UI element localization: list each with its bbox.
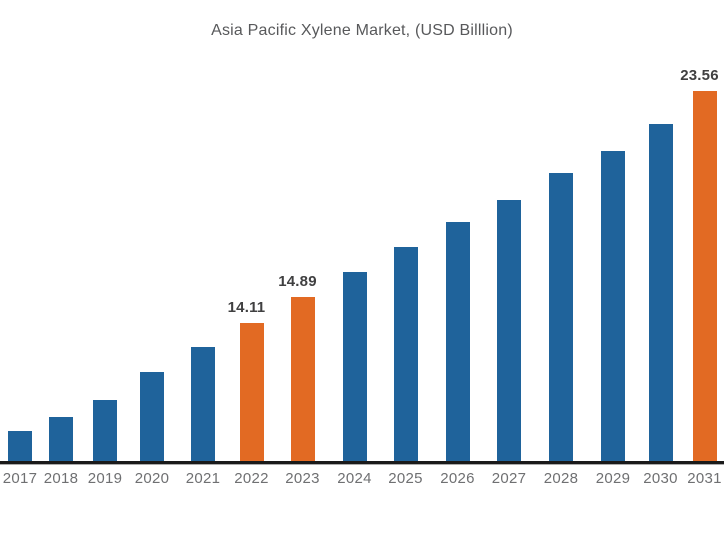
x-tick-2025: 2025 — [388, 470, 423, 487]
x-tick-2024: 2024 — [337, 470, 372, 487]
x-tick-2022: 2022 — [234, 470, 269, 487]
x-tick-2019: 2019 — [87, 470, 123, 487]
x-tick-2020: 2020 — [134, 470, 170, 487]
bar-2027 — [497, 200, 521, 463]
bar-2025 — [393, 247, 418, 463]
bar-2024 — [342, 272, 367, 463]
x-tick-2030: 2030 — [643, 470, 678, 487]
x-tick-2027: 2027 — [491, 470, 527, 487]
bar-2028 — [549, 173, 573, 463]
bar-2017 — [8, 431, 32, 463]
bar-2021 — [191, 347, 215, 463]
x-tick-2018: 2018 — [43, 470, 79, 487]
x-tick-2031: 2031 — [687, 470, 722, 487]
bar-2023 — [290, 297, 315, 463]
bar-2029 — [601, 151, 625, 463]
bar-2026 — [445, 222, 470, 463]
bar-2019 — [93, 400, 117, 463]
x-tick-2021: 2021 — [185, 470, 221, 487]
x-tick-2028: 2028 — [543, 470, 579, 487]
x-tick-2029: 2029 — [595, 470, 631, 487]
data-label-2023: 14.89 — [278, 273, 317, 290]
bar-2031 — [692, 91, 717, 463]
bar-2020 — [140, 372, 164, 463]
chart-title: Asia Pacific Xylene Market, (USD Billlio… — [211, 22, 513, 39]
x-tick-2023: 2023 — [285, 470, 320, 487]
data-label-2022: 14.11 — [227, 299, 266, 316]
bar-2018 — [49, 417, 73, 463]
x-axis-line — [0, 461, 724, 464]
bar-2022 — [239, 323, 264, 463]
x-tick-2026: 2026 — [440, 470, 475, 487]
data-label-2031: 23.56 — [680, 67, 719, 84]
x-axis-shadow-line — [0, 464, 724, 465]
x-tick-2017: 2017 — [2, 470, 38, 487]
bar-2030 — [648, 124, 673, 463]
